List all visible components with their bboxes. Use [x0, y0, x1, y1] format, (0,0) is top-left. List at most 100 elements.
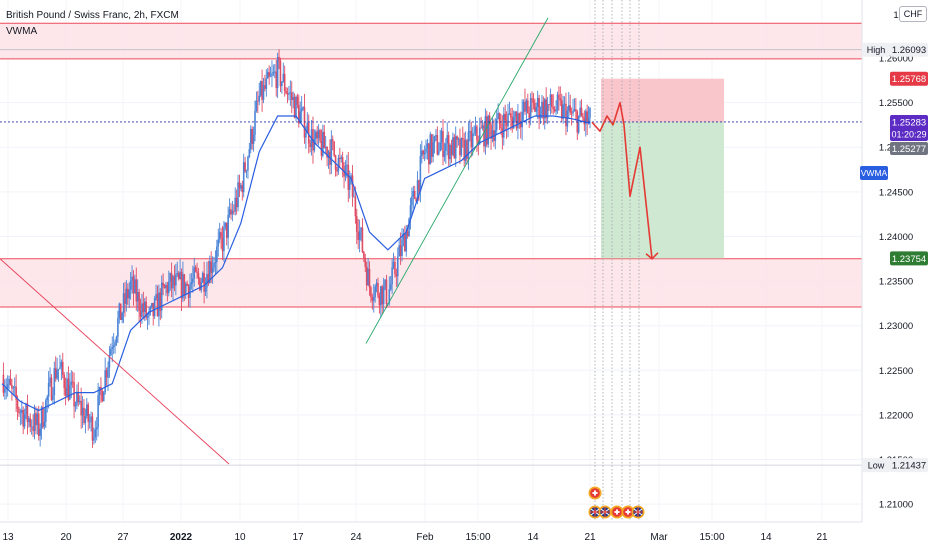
swiss-flag-icon[interactable] [588, 486, 602, 500]
candle-body [9, 378, 12, 385]
time-tick-label: 27 [117, 532, 129, 543]
candle-body [165, 284, 167, 289]
candle-body [213, 262, 215, 268]
candle-body [519, 123, 522, 128]
time-tick-label: 24 [350, 532, 362, 543]
stop-badge: 1.25768 [892, 74, 926, 85]
candle-body [46, 396, 49, 401]
candle-body [300, 108, 303, 112]
candle-body [162, 282, 164, 286]
swiss-flag-icon[interactable] [610, 505, 624, 519]
resistance-zone [0, 23, 862, 59]
time-tick-label: Feb [416, 532, 434, 543]
candle-body [146, 315, 149, 318]
price-tick-label: 1.24500 [879, 187, 913, 198]
candle-body [101, 390, 104, 402]
candle-body [177, 273, 180, 279]
candle-body [238, 182, 241, 189]
candle-body [333, 141, 335, 156]
candle-body [247, 156, 249, 171]
low-badge: 1.21437 [892, 461, 926, 472]
candle-body [464, 140, 467, 161]
candle-body [50, 377, 53, 400]
candle-body [354, 196, 357, 217]
candle-body [102, 392, 105, 402]
candle-body [364, 258, 367, 267]
candle-body [134, 279, 136, 293]
candle-body [80, 400, 82, 416]
candle-body [273, 71, 276, 73]
candle-body [398, 245, 400, 257]
swiss-flag-icon[interactable] [621, 505, 635, 519]
high-badge-tag-bg [862, 42, 890, 57]
candle-body [108, 355, 111, 368]
time-tick-label: 13 [2, 532, 14, 543]
candle-body [565, 103, 567, 127]
candle-body [269, 75, 272, 77]
price-tick-label: 1.26000 [879, 54, 913, 65]
event-markers[interactable] [588, 486, 645, 519]
flag-cross-v [594, 490, 596, 496]
candle-body [86, 404, 88, 417]
candle-body [23, 414, 26, 427]
candle-body [363, 251, 365, 259]
uk-flag-icon[interactable] [598, 505, 612, 519]
candle-body [118, 303, 121, 319]
candle-body [422, 150, 425, 155]
candle-body [541, 101, 543, 115]
gold-flag-icon[interactable] [631, 505, 645, 519]
candle-body [201, 273, 204, 283]
candle-body [418, 180, 420, 192]
candle-body [39, 428, 41, 436]
candle-body [228, 209, 231, 215]
candle-body [339, 157, 341, 159]
candle-body [15, 386, 17, 400]
candle-body [507, 113, 509, 127]
time-tick-label: 14 [760, 532, 772, 543]
candle-body [97, 395, 99, 428]
price-tick-label: 1.22500 [879, 366, 913, 377]
candle-body [289, 92, 292, 94]
candle-body [483, 125, 485, 147]
candle-body [428, 143, 430, 165]
candle-body [404, 233, 406, 252]
candle-body [148, 311, 150, 316]
indicator-label[interactable]: VWMA [6, 26, 38, 37]
vwma-line [1, 115, 591, 412]
candle-body [446, 135, 449, 144]
candle-body [259, 81, 262, 96]
candle-body [402, 233, 405, 240]
candle-body [570, 112, 573, 114]
vwma-tag-bg [860, 166, 888, 180]
time-tick-label: Mar [650, 532, 668, 543]
candle-body [203, 273, 205, 292]
candle-body [227, 214, 229, 238]
candle-body [361, 227, 364, 252]
candle-body [555, 110, 557, 112]
candle-body [230, 209, 232, 215]
candle-body [93, 437, 95, 441]
candle-body [487, 115, 490, 145]
currency-button[interactable]: CHF [899, 6, 927, 22]
candle-body [351, 175, 354, 197]
candle-body [293, 97, 296, 118]
candle-body [16, 399, 19, 409]
candle-body [271, 73, 273, 76]
candle-body [584, 111, 587, 125]
candle-body [186, 283, 188, 286]
candle-body [313, 139, 316, 151]
uk-flag-icon[interactable] [588, 505, 602, 519]
candle-body [208, 261, 211, 284]
candle-body [372, 297, 375, 301]
candle-body [527, 100, 529, 114]
candle-body [573, 109, 576, 111]
candle-body [2, 374, 5, 393]
high-badge: 1.26093 [892, 45, 926, 56]
candle-body [163, 285, 166, 289]
candle-body [281, 81, 283, 87]
candle-body [505, 120, 508, 127]
candle-body [399, 245, 402, 256]
candle-body [141, 303, 143, 317]
candle-body [149, 307, 152, 312]
